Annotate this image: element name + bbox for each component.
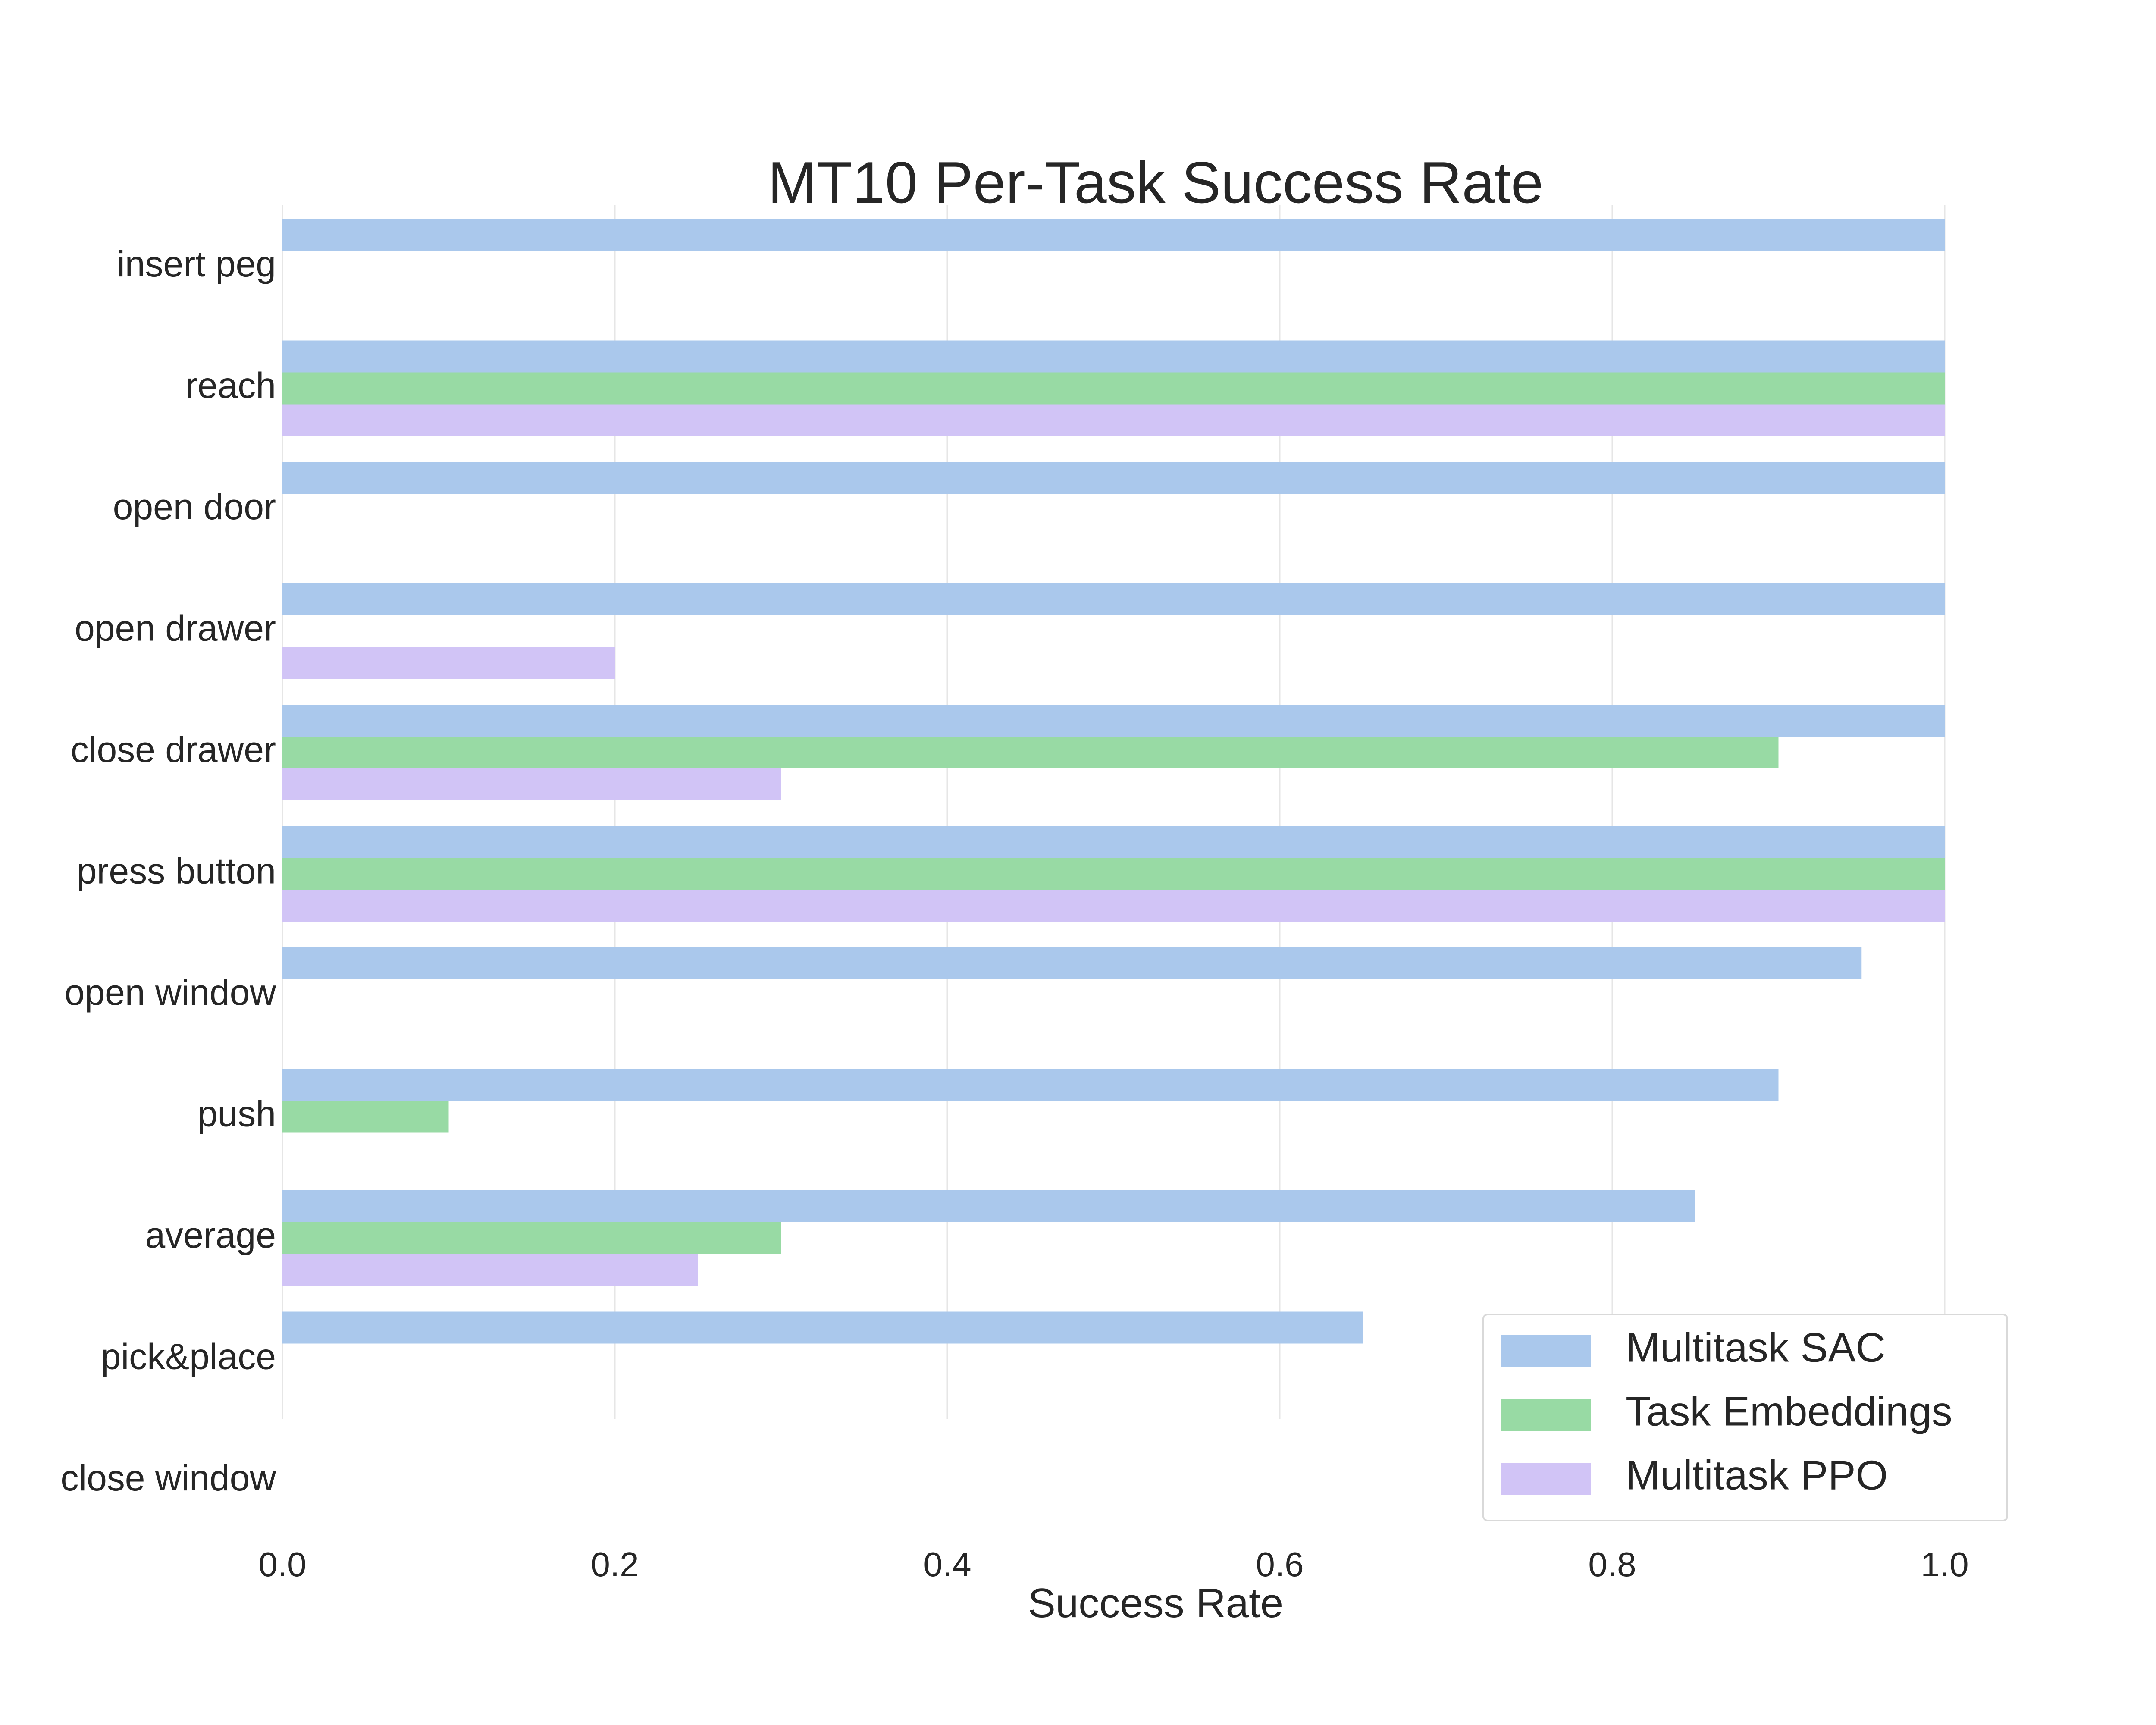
category-label: open door <box>113 486 276 527</box>
bar <box>282 705 1945 737</box>
x-tick-labels: 0.0 0.2 0.4 0.6 0.8 1.0 <box>258 1545 1968 1584</box>
bar <box>282 826 1945 858</box>
x-tick-label: 0.4 <box>923 1545 971 1584</box>
bar <box>282 404 1945 436</box>
category-label: average <box>145 1215 276 1255</box>
legend-label: Multitask SAC <box>1626 1324 1886 1371</box>
category-labels: insert peg reach open door open drawer close… <box>60 244 276 1498</box>
category-label: open window <box>65 972 276 1013</box>
x-tick-label: 0.6 <box>1256 1545 1304 1584</box>
bar <box>282 372 1945 405</box>
bar <box>282 858 1945 890</box>
bar <box>282 1190 1695 1222</box>
bar <box>282 1222 781 1254</box>
bar <box>282 1254 698 1286</box>
bar <box>282 1311 1363 1344</box>
x-tick-label: 1.0 <box>1921 1545 1968 1584</box>
x-tick-label: 0.2 <box>591 1545 639 1584</box>
category-label: insert peg <box>117 244 276 284</box>
legend-label: Multitask PPO <box>1626 1452 1888 1498</box>
bar <box>282 647 615 679</box>
category-label: close window <box>60 1458 276 1498</box>
legend-swatch <box>1501 1463 1591 1495</box>
bar <box>282 947 1862 979</box>
category-label: close drawer <box>71 729 276 770</box>
bar <box>282 462 1945 494</box>
chart-title: MT10 Per-Task Success Rate <box>768 150 1544 215</box>
bar <box>282 890 1945 922</box>
bar <box>282 583 1945 615</box>
x-tick-label: 0.8 <box>1588 1545 1636 1584</box>
legend-swatch <box>1501 1399 1591 1431</box>
bar <box>282 768 781 800</box>
category-label: push <box>197 1094 276 1134</box>
category-label: press button <box>77 851 276 891</box>
bar <box>282 1101 449 1133</box>
legend-swatch <box>1501 1335 1591 1367</box>
bar <box>282 1069 1779 1101</box>
x-axis-label: Success Rate <box>1028 1580 1283 1626</box>
bar <box>282 737 1779 768</box>
bar <box>282 219 1945 251</box>
legend: Multitask SAC Task Embeddings Multitask PP… <box>1482 1314 2008 1521</box>
x-tick-label: 0.0 <box>258 1545 306 1584</box>
category-label: open drawer <box>75 608 276 649</box>
bars <box>282 219 1945 1344</box>
category-label: pick&place <box>101 1336 276 1377</box>
category-label: reach <box>185 365 276 406</box>
bar <box>282 340 1945 373</box>
legend-frame <box>1482 1314 2008 1521</box>
legend-label: Task Embeddings <box>1626 1388 1952 1434</box>
